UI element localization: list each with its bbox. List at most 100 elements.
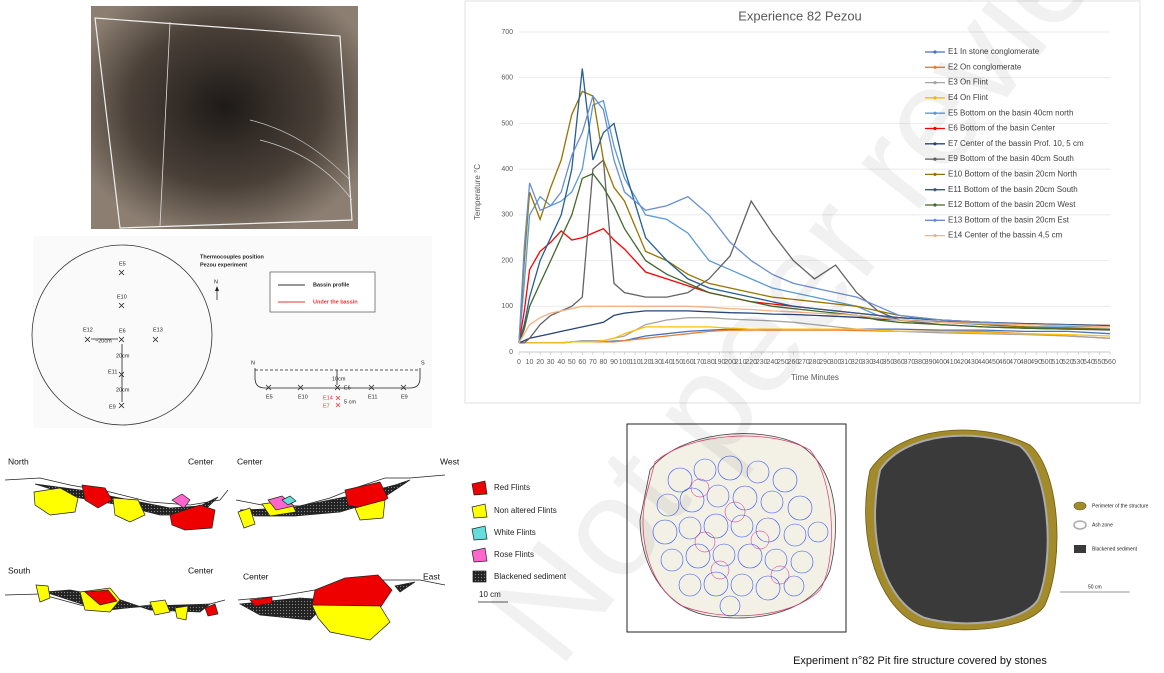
cross-section-labels: North Center Center West South Center Ce… xyxy=(8,456,567,599)
x-tick-label: 40 xyxy=(557,359,565,366)
structure-legend: Ash zone xyxy=(1092,522,1113,528)
x-tick-label: 80 xyxy=(600,359,608,366)
plan-label: 20cm xyxy=(116,353,130,359)
x-tick-label: 320 xyxy=(851,359,863,366)
profile-label: E6 xyxy=(344,385,351,391)
profile-label: E7 xyxy=(323,403,330,409)
x-tick-label: 50 xyxy=(568,359,576,366)
structure-plan: Perimeter of the structure Ash zone Blac… xyxy=(626,423,1149,667)
x-tick-label: 230 xyxy=(756,359,768,366)
x-tick-label: 340 xyxy=(872,359,884,366)
x-tick-label: 280 xyxy=(809,359,821,366)
y-tick-label: 100 xyxy=(501,303,513,310)
legend-label: E1 In stone conglomerate xyxy=(948,47,1040,56)
legend-marker xyxy=(933,65,937,69)
section-label: East xyxy=(423,571,441,581)
plan-label: E13 xyxy=(153,327,163,333)
section-legend: Blackened sediment xyxy=(494,572,567,581)
section-label: South xyxy=(8,565,30,575)
x-tick-label: 470 xyxy=(1009,359,1021,366)
plan-label: E11 xyxy=(108,369,117,375)
scale-label: 50 cm xyxy=(1088,584,1102,590)
x-tick-label: 30 xyxy=(547,359,555,366)
section-label: West xyxy=(440,456,460,466)
legend-marker xyxy=(933,188,937,192)
series-line xyxy=(518,305,1111,344)
thermocouple-diagram: Thermocouples position Pezou experiment … xyxy=(31,236,432,428)
profile-label: E5 xyxy=(266,394,273,400)
caption: Experiment n°82 Pit fire structure cover… xyxy=(793,655,1047,667)
x-tick-label: 520 xyxy=(1062,359,1074,366)
profile-label: E9 xyxy=(401,394,408,400)
x-tick-label: 130 xyxy=(650,359,662,366)
x-axis-label: Time Minutes xyxy=(791,373,839,382)
profile-label: 10cm xyxy=(332,376,346,382)
section-legend: Non altered Flints xyxy=(494,506,557,515)
plan-label: E6 xyxy=(119,328,126,334)
series-line xyxy=(518,172,1110,344)
x-tick-label: 110 xyxy=(630,359,641,366)
x-tick-label: 160 xyxy=(682,359,694,366)
legend-label: E7 Center of the bassin Prof. 10, 5 cm xyxy=(948,139,1084,148)
x-tick-label: 330 xyxy=(861,359,873,366)
x-tick-label: 400 xyxy=(935,359,947,366)
x-tick-label: 100 xyxy=(619,359,631,366)
x-tick-label: 20 xyxy=(536,359,544,366)
x-tick-label: 240 xyxy=(766,359,778,366)
legend-label: E13 Bottom of the basin 20cm Est xyxy=(948,215,1070,224)
plan-label: E9 xyxy=(109,404,116,410)
legend-marker xyxy=(933,142,937,146)
x-tick-label: 290 xyxy=(819,359,831,366)
x-tick-label: 500 xyxy=(1041,359,1053,366)
x-tick-label: 350 xyxy=(883,359,895,366)
legend-label: E9 Bottom of the basin 40cm South xyxy=(948,154,1074,163)
x-tick-label: 180 xyxy=(703,359,715,366)
x-tick-label: 550 xyxy=(1094,359,1106,366)
legend-label: E2 On conglomerate xyxy=(948,62,1022,71)
y-tick-label: 600 xyxy=(501,75,513,82)
x-tick-label: 90 xyxy=(610,359,618,366)
photo xyxy=(91,6,358,229)
x-tick-label: 460 xyxy=(999,359,1011,366)
section-legend: White Flints xyxy=(494,528,536,537)
legend-label: E10 Bottom of the basin 20cm North xyxy=(948,170,1077,179)
legend-marker xyxy=(933,50,937,54)
y-tick-label: 200 xyxy=(501,257,513,264)
y-axis-label: Temperature °C xyxy=(473,164,482,220)
structure-legend: Blackened sediment xyxy=(1092,546,1138,552)
series-line xyxy=(518,68,1111,344)
section-legend: Rose Flints xyxy=(494,550,534,559)
x-tick-label: 450 xyxy=(988,359,1000,366)
chart-title: Experience 82 Pezou xyxy=(738,8,862,23)
legend-marker xyxy=(933,81,937,85)
north-label: N xyxy=(214,279,218,285)
legend-label: E14 Center of the bassin 4,5 cm xyxy=(948,231,1063,240)
legend-label: E12 Bottom of the basin 20cm West xyxy=(948,200,1076,209)
legend-label: E11 Bottom of the basin 20cm South xyxy=(948,185,1078,194)
legend-label: Under the bassin xyxy=(313,299,358,305)
section-label: Center xyxy=(188,456,214,466)
plan-label: E12 xyxy=(83,327,93,333)
legend-label: E5 Bottom on the basin 40cm north xyxy=(948,108,1073,117)
section-label: Center xyxy=(237,456,263,466)
profile-label: E11 xyxy=(368,394,377,400)
x-tick-label: 430 xyxy=(967,359,979,366)
x-tick-label: 480 xyxy=(1020,359,1032,366)
x-tick-label: 220 xyxy=(745,359,757,366)
plan-label: E5 xyxy=(119,261,126,267)
x-tick-label: 0 xyxy=(517,359,521,366)
x-tick-label: 370 xyxy=(904,359,916,366)
legend-marker xyxy=(933,218,937,222)
legend-marker xyxy=(933,203,937,207)
x-tick-label: 260 xyxy=(788,359,800,366)
x-tick-label: 70 xyxy=(589,359,597,366)
section-legend: Red Flints xyxy=(494,483,530,492)
x-tick-label: 210 xyxy=(735,359,747,366)
chart-frame xyxy=(464,0,1141,404)
x-tick-label: 410 xyxy=(946,359,958,366)
x-tick-label: 140 xyxy=(661,359,673,366)
x-tick-label: 300 xyxy=(830,359,842,366)
legend-label: E4 On Flint xyxy=(948,93,989,102)
profile-label: 5 cm xyxy=(344,399,356,405)
x-tick-label: 250 xyxy=(777,359,789,366)
